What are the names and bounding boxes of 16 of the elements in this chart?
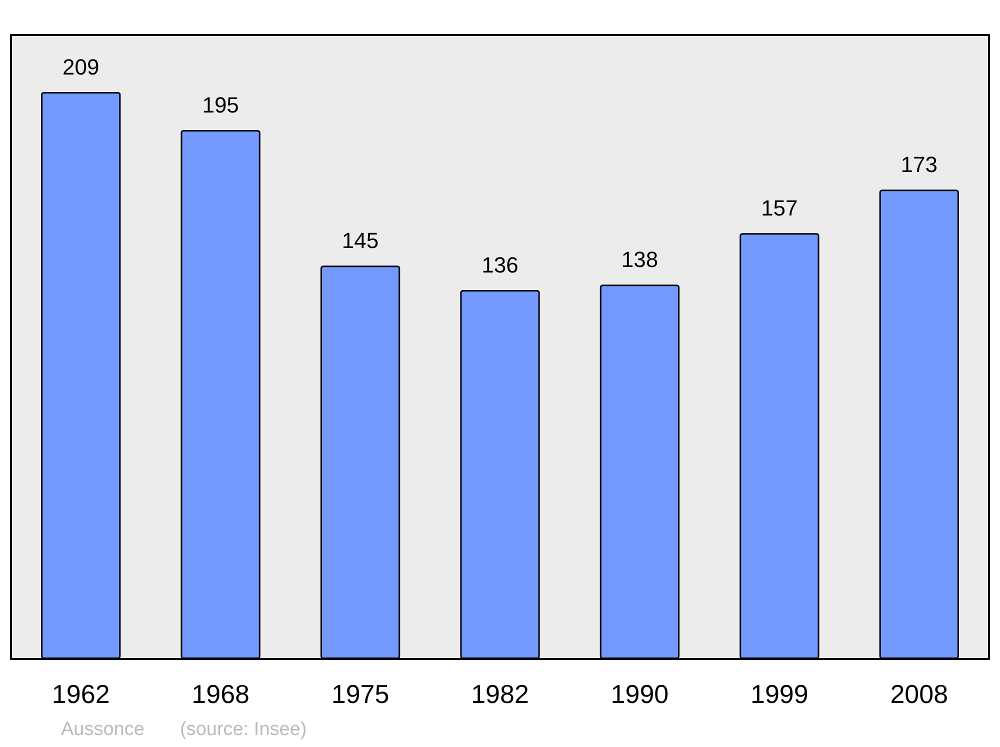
data-label: 145 [342, 228, 379, 254]
x-tick-label: 1968 [192, 679, 250, 709]
text: Aussonce [61, 719, 144, 740]
x-tick-label: 2008 [890, 679, 948, 709]
x-tick-label: 1982 [471, 679, 529, 709]
data-label: 157 [761, 196, 798, 221]
x-tick-label: 1999 [750, 679, 808, 709]
data-label: 136 [482, 252, 518, 278]
x-tick-label: 1975 [331, 679, 390, 709]
data-label: 173 [900, 152, 938, 178]
text: (source: Insee) [180, 719, 307, 740]
x-tick-label: 1990 [610, 679, 669, 709]
data-label: 138 [621, 247, 658, 272]
x-tick-label: 1962 [52, 679, 110, 709]
data-label: 209 [62, 54, 100, 80]
data-label: 195 [202, 92, 239, 118]
